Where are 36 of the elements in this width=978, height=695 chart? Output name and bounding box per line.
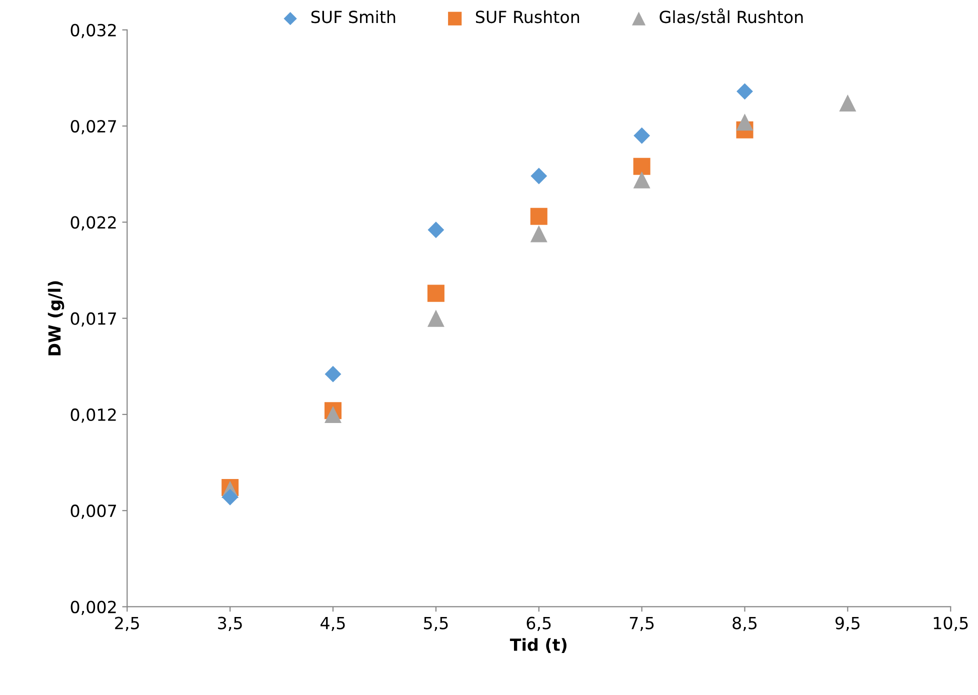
point <box>324 366 342 382</box>
x-tick-label: 6,5 <box>526 616 551 632</box>
point <box>530 208 548 225</box>
y-axis-title: DW (g/l) <box>48 281 64 356</box>
point <box>222 488 238 506</box>
x-tick-label: 3,5 <box>218 616 242 632</box>
point <box>634 127 650 144</box>
y-tick-label: 0,007 <box>70 504 116 519</box>
point <box>633 158 650 175</box>
y-tick-label: 0,032 <box>70 24 116 38</box>
point <box>736 114 754 131</box>
point <box>736 83 753 100</box>
x-tick-label: 4,5 <box>320 616 345 632</box>
y-tick-label: 0,002 <box>70 600 116 616</box>
y-tick-label: 0,022 <box>70 216 116 230</box>
x-tick-label: 5,5 <box>424 616 448 632</box>
y-tick-label: 0,012 <box>70 408 116 423</box>
point <box>633 171 650 188</box>
point <box>324 406 342 423</box>
x-tick-label: 10,5 <box>934 616 968 632</box>
x-tick-label: 7,5 <box>630 616 654 632</box>
point <box>427 310 444 327</box>
y-tick-label: 0,027 <box>70 120 116 134</box>
point <box>530 168 548 184</box>
y-tick-label: 0,017 <box>70 312 116 327</box>
x-tick-label: 8,5 <box>732 616 757 632</box>
legend-label: SUF Rushton <box>476 10 580 24</box>
point <box>530 225 548 242</box>
x-tick-label: 2,5 <box>115 616 139 632</box>
point <box>839 94 856 112</box>
x-tick-label: 9,5 <box>835 616 860 632</box>
legend-label: SUF Smith <box>311 10 396 24</box>
point <box>428 222 444 238</box>
x-axis-title: Tid (t) <box>510 638 566 654</box>
point <box>427 284 444 302</box>
legend-label: Glas/stål Rushton <box>660 8 803 25</box>
